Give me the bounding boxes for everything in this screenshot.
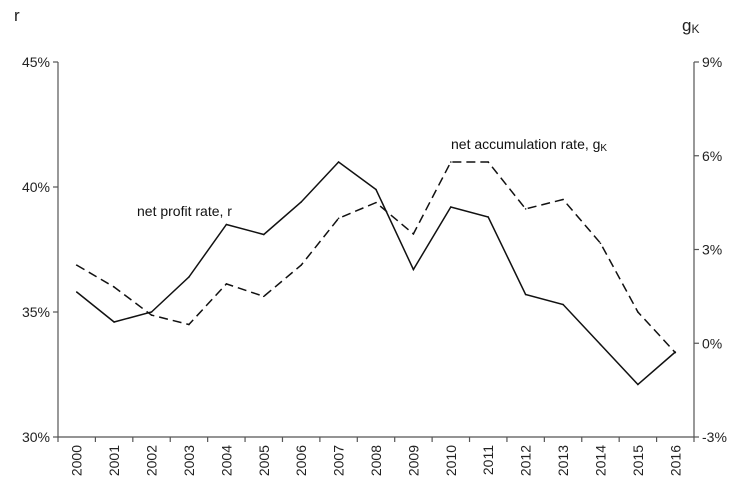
x-tick-label: 2006 [293,445,309,476]
series-line-net-profit-rate [76,161,676,386]
left-tick-label: 30% [22,429,50,445]
x-tick-label: 2000 [69,445,85,476]
data-point [337,161,340,163]
data-point [150,314,153,316]
series-label-net-accumulation-rate-main: net accumulation rate, g [451,136,600,152]
data-point [487,216,490,218]
x-tick-label: 2002 [144,445,160,476]
data-point [637,311,639,313]
data-point [524,208,527,210]
data-point [599,242,602,245]
ticks: 30% 35% 40% 45% -3% 0% 3% 6% 9% 2000 2001 2002 2003 2… [22,54,727,476]
right-tick-label: 3% [702,242,722,258]
right-tick-label: 9% [702,54,722,70]
x-tick-label: 2013 [555,445,571,476]
data-point [188,323,190,326]
data-point [113,286,115,288]
series-label-net-profit-rate-main: net profit rate, r [137,203,232,219]
data-point [450,161,452,163]
x-tick-label: 2005 [256,445,272,476]
x-tick-label: 2014 [592,445,608,476]
x-tick-label: 2016 [667,445,683,476]
series-label-net-accumulation-rate: net accumulation rate, gK [451,136,607,154]
x-tick-label: 2010 [443,445,459,476]
right-axis-title-sub: K [691,22,699,36]
series-label-net-profit-rate: net profit rate, r [137,203,232,219]
data-point [524,293,527,296]
data-point [599,343,602,346]
data-point [375,201,377,204]
data-point [412,268,415,271]
x-tick-label: 2001 [106,445,122,476]
x-tick-label: 2003 [181,445,197,476]
data-point [562,303,564,306]
left-axis-title: r [14,6,20,25]
data-point [487,161,490,163]
data-point [412,233,415,235]
x-tick-label: 2008 [368,445,384,476]
data-point [300,264,302,266]
right-axis-title-main: g [682,16,691,35]
data-point [75,291,78,293]
data-point [262,233,265,236]
x-tick-label: 2012 [518,445,534,476]
x-tick-label: 2007 [331,445,347,476]
data-point [225,223,228,226]
left-tick-label: 40% [22,179,50,195]
series-label-net-accumulation-rate-sub: K [600,143,607,154]
x-tick-label: 2015 [630,445,646,476]
x-tick-label: 2011 [480,445,496,475]
left-tick-label: 35% [22,304,50,320]
data-point [562,198,564,201]
x-tick-label: 2004 [218,445,234,476]
x-tick-label: 2009 [405,445,421,476]
axes [57,62,695,438]
right-tick-label: 0% [702,335,722,351]
data-point [450,206,452,208]
data-point [113,321,115,323]
data-point [637,383,639,386]
left-tick-label: 45% [22,54,50,70]
data-point [375,188,377,191]
data-point [188,276,190,278]
data-point [75,264,78,266]
right-axis-title: gK [682,16,699,36]
series-lines [75,161,677,386]
data-point [674,351,677,354]
data-point [300,201,302,203]
right-tick-label: -3% [702,429,727,445]
data-point [150,311,153,313]
data-point [337,217,340,220]
data-point [225,283,228,285]
right-tick-label: 6% [702,148,722,164]
data-point [262,295,265,298]
